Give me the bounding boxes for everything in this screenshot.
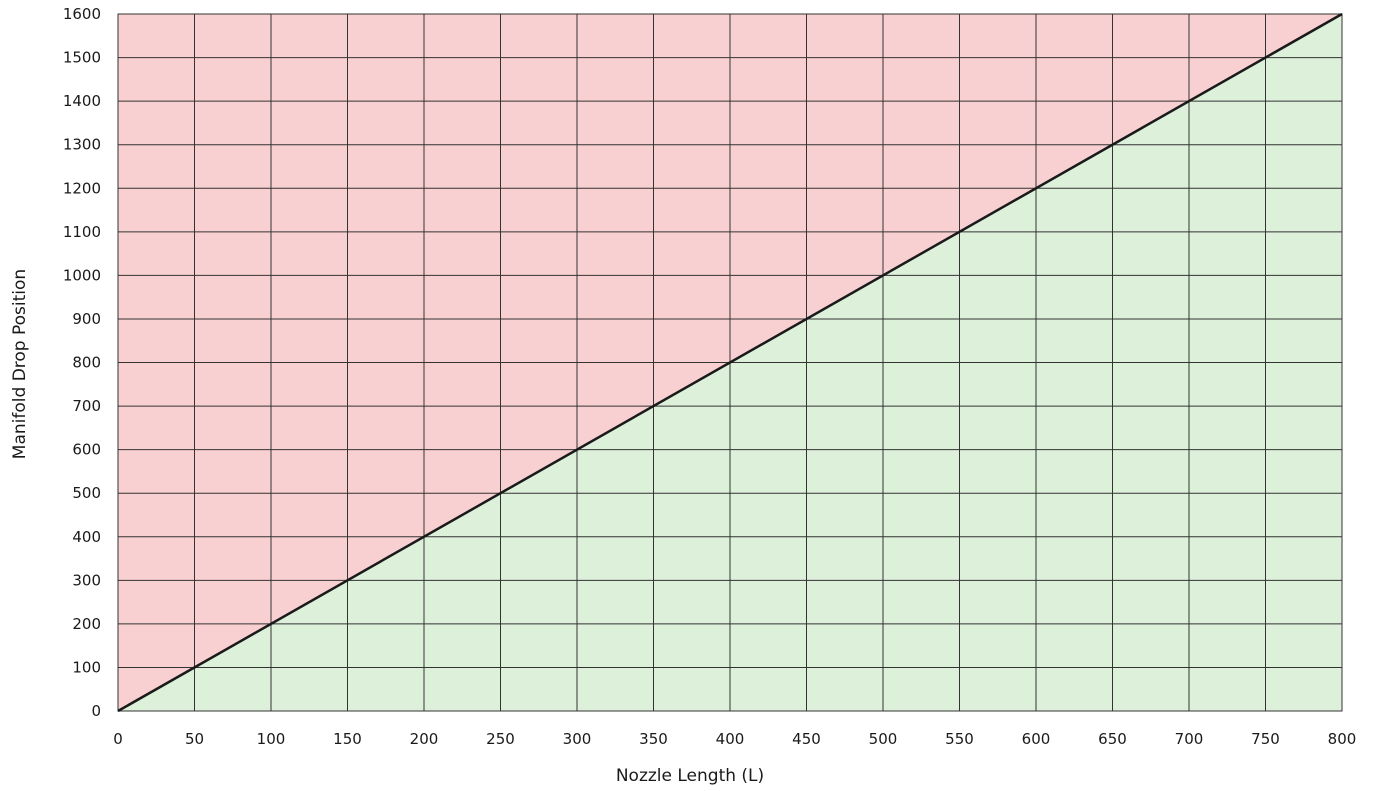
y-tick-label: 700 bbox=[72, 397, 101, 415]
y-tick-label: 1000 bbox=[63, 266, 101, 284]
x-tick-label: 650 bbox=[1098, 730, 1127, 748]
y-tick-label: 900 bbox=[72, 310, 101, 328]
x-tick-label: 750 bbox=[1251, 730, 1280, 748]
x-tick-label: 0 bbox=[113, 730, 123, 748]
series-layer bbox=[117, 12, 1343, 713]
plot-frame bbox=[117, 13, 1343, 712]
y-tick-label: 800 bbox=[72, 354, 101, 372]
x-tick-label: 600 bbox=[1022, 730, 1051, 748]
y-tick-label: 1200 bbox=[63, 179, 101, 197]
x-tick-label: 300 bbox=[563, 730, 592, 748]
x-tick-label: 150 bbox=[333, 730, 362, 748]
y-tick-label: 1500 bbox=[63, 49, 101, 67]
x-tick-label: 700 bbox=[1175, 730, 1204, 748]
y-tick-label: 1300 bbox=[63, 136, 101, 154]
y-tick-label: 500 bbox=[72, 484, 101, 502]
x-tick-label: 500 bbox=[869, 730, 898, 748]
y-axis-ticks: 0 100 200 300 400 500 600 700 800 900 1000 1100 1200… bbox=[63, 5, 101, 720]
y-tick-label: 300 bbox=[72, 571, 101, 589]
y-tick-label: 0 bbox=[91, 702, 101, 720]
y-tick-label: 1600 bbox=[63, 5, 101, 23]
y-tick-label: 1100 bbox=[63, 223, 101, 241]
y-axis-label: Manifold Drop Position bbox=[10, 269, 30, 459]
y-tick-label: 1400 bbox=[63, 92, 101, 110]
x-tick-label: 400 bbox=[716, 730, 745, 748]
x-tick-label: 200 bbox=[410, 730, 439, 748]
x-tick-label: 250 bbox=[486, 730, 515, 748]
y-tick-label: 100 bbox=[72, 658, 101, 676]
x-tick-label: 550 bbox=[945, 730, 974, 748]
y-tick-label: 400 bbox=[72, 528, 101, 546]
y-tick-label: 600 bbox=[72, 441, 101, 459]
x-axis-ticks: 0 50 100 150 200 250 300 350 400 450 500 550 600 650 7… bbox=[113, 730, 1356, 748]
x-tick-label: 800 bbox=[1328, 730, 1357, 748]
y-tick-label: 200 bbox=[72, 615, 101, 633]
x-tick-label: 100 bbox=[257, 730, 286, 748]
x-tick-label: 350 bbox=[639, 730, 668, 748]
x-tick-label: 450 bbox=[792, 730, 821, 748]
series-line bbox=[117, 12, 1343, 713]
x-axis-label: Nozzle Length (L) bbox=[616, 766, 764, 786]
x-tick-label: 50 bbox=[185, 730, 204, 748]
